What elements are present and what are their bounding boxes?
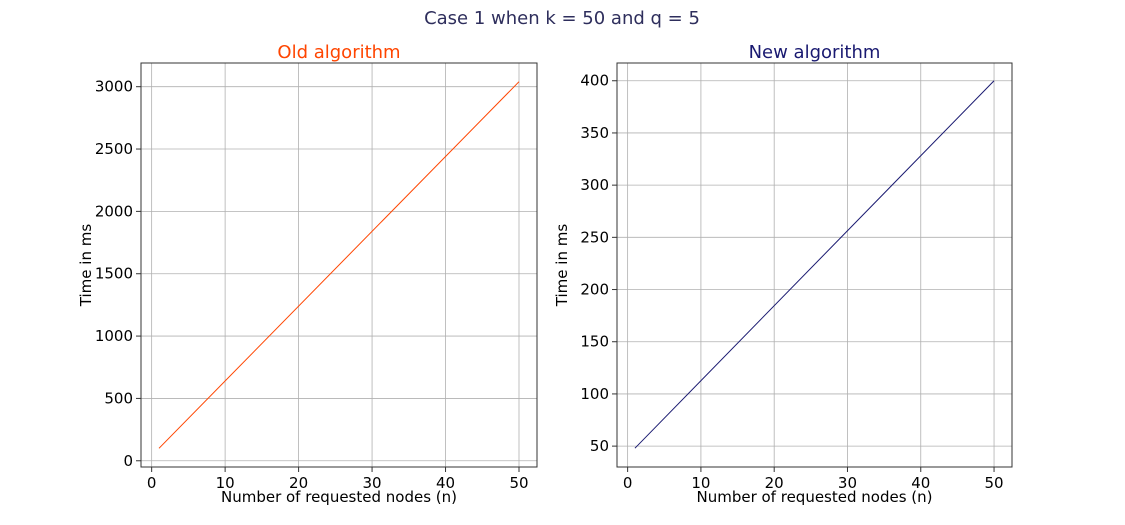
x-tick-label: 0 bbox=[623, 474, 633, 492]
chart-title: Old algorithm bbox=[277, 42, 400, 63]
x-tick-label: 40 bbox=[911, 474, 930, 492]
y-tick-label: 0 bbox=[123, 452, 133, 470]
plot-frame bbox=[616, 62, 1013, 468]
y-tick-label: 50 bbox=[590, 437, 609, 455]
data-line bbox=[158, 81, 520, 449]
chart-new-algorithm: 0 10 20 30 40 50 50 100 150 200 250 300 350 400 New a… bbox=[553, 42, 1013, 506]
x-tick-label: 0 bbox=[147, 474, 157, 492]
y-tick-label: 1000 bbox=[95, 327, 133, 345]
figure-suptitle: Case 1 when k = 50 and q = 5 bbox=[424, 8, 700, 29]
x-tick-label: 40 bbox=[436, 474, 455, 492]
y-axis-label: Time in ms bbox=[553, 224, 571, 308]
series-lines bbox=[158, 81, 520, 449]
data-line bbox=[634, 80, 995, 449]
x-tick-label: 10 bbox=[691, 474, 710, 492]
x-tick-label: 50 bbox=[509, 474, 528, 492]
x-tick-label: 20 bbox=[765, 474, 784, 492]
y-tick-label: 2500 bbox=[95, 140, 133, 158]
y-tick-label: 3000 bbox=[95, 78, 133, 96]
x-axis-label: Number of requested nodes (n) bbox=[696, 488, 932, 506]
grid-lines bbox=[141, 63, 537, 467]
y-tick-label: 250 bbox=[580, 228, 609, 246]
plot-frame bbox=[140, 62, 538, 468]
x-axis-label: Number of requested nodes (n) bbox=[221, 488, 457, 506]
x-tick-label: 20 bbox=[289, 474, 308, 492]
y-tick-label: 350 bbox=[580, 124, 609, 142]
y-tick-label: 200 bbox=[580, 281, 609, 299]
y-tick-label: 1500 bbox=[95, 265, 133, 283]
axis-ticks: 0 10 20 30 40 50 50 100 150 200 250 300 350 400 bbox=[580, 72, 1003, 492]
x-tick-label: 30 bbox=[838, 474, 857, 492]
x-tick-label: 10 bbox=[216, 474, 235, 492]
x-tick-label: 50 bbox=[984, 474, 1003, 492]
y-tick-label: 300 bbox=[580, 176, 609, 194]
y-tick-label: 2000 bbox=[95, 202, 133, 220]
y-tick-label: 100 bbox=[580, 385, 609, 403]
chart-title: New algorithm bbox=[749, 42, 881, 63]
x-tick-label: 30 bbox=[363, 474, 382, 492]
y-tick-label: 150 bbox=[580, 333, 609, 351]
y-tick-label: 400 bbox=[580, 72, 609, 90]
y-tick-label: 500 bbox=[104, 389, 133, 407]
series-lines bbox=[634, 80, 995, 449]
y-axis-label: Time in ms bbox=[77, 224, 95, 308]
grid-lines bbox=[617, 63, 1012, 467]
